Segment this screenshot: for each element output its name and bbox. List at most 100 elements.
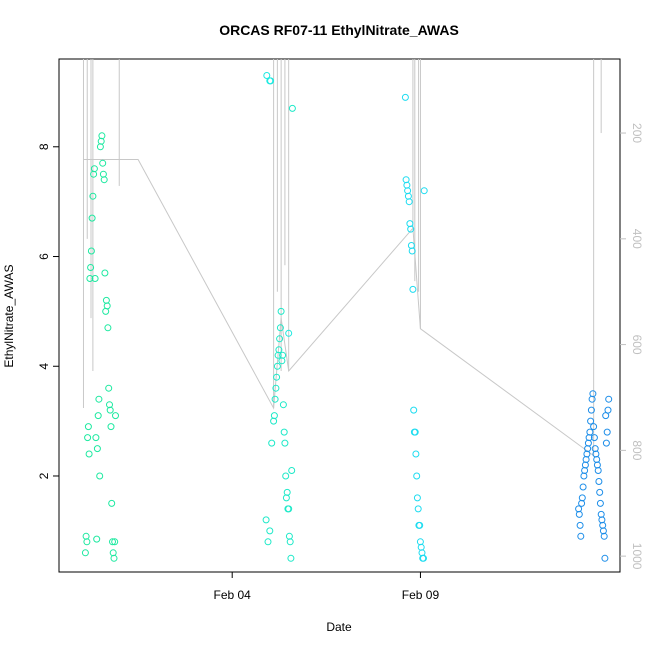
- data-point: [590, 434, 598, 442]
- data-point: [106, 401, 113, 409]
- data-point: [95, 395, 103, 403]
- x-tick-label: Feb 09: [402, 588, 440, 602]
- data-point: [412, 450, 420, 458]
- data-point: [285, 505, 293, 513]
- data-point: [87, 264, 95, 271]
- data-point: [101, 269, 109, 277]
- data-point: [587, 406, 595, 414]
- data-point: [89, 192, 97, 200]
- data-point: [276, 335, 284, 343]
- data-point: [262, 516, 270, 524]
- data-point: [264, 538, 272, 546]
- data-point: [602, 439, 610, 447]
- data-point: [596, 488, 604, 496]
- data-point: [277, 307, 285, 315]
- data-point: [84, 423, 92, 431]
- y2-tick-label: 400: [630, 229, 644, 249]
- data-point: [578, 494, 586, 502]
- scatter-points-layer: [81, 72, 613, 562]
- data-point: [90, 165, 98, 173]
- data-point: [275, 346, 283, 354]
- data-point: [409, 285, 417, 293]
- y-tick-label: 8: [37, 143, 51, 150]
- y-axis-label: EthylNitrate_AWAS: [2, 264, 16, 367]
- data-point: [263, 72, 271, 79]
- data-point: [579, 483, 587, 491]
- data-point: [279, 351, 287, 359]
- data-point: [92, 434, 100, 442]
- data-point: [272, 384, 280, 392]
- data-point: [84, 434, 92, 442]
- data-point: [109, 538, 116, 546]
- data-point: [575, 510, 583, 518]
- data-point: [267, 77, 275, 85]
- plot-frame: [58, 58, 621, 573]
- data-point: [107, 423, 115, 431]
- data-point: [88, 214, 96, 222]
- data-point: [100, 176, 108, 184]
- data-point: [603, 428, 611, 436]
- data-point: [586, 428, 594, 436]
- data-point: [280, 428, 288, 436]
- data-point: [268, 439, 276, 447]
- data-point: [408, 247, 416, 255]
- data-point: [413, 472, 421, 480]
- data-point: [266, 527, 274, 535]
- data-point: [589, 390, 597, 398]
- data-point: [83, 538, 91, 546]
- data-point: [287, 554, 295, 562]
- secondary-y-axis: 200 400 600 800 1000: [620, 123, 644, 570]
- data-point: [108, 499, 116, 507]
- data-point: [282, 472, 290, 480]
- data-point: [420, 187, 428, 195]
- data-point: [577, 532, 585, 540]
- secondary-series-layer: [82, 59, 602, 457]
- data-point: [283, 488, 291, 496]
- data-point: [103, 302, 111, 310]
- secondary-trend-line: [83, 159, 594, 457]
- y2-tick-label: 200: [630, 123, 644, 143]
- data-point: [407, 225, 415, 233]
- data-point: [276, 324, 284, 332]
- data-point: [286, 538, 294, 546]
- data-point: [591, 445, 599, 453]
- x-axis: Feb 04 Feb 09: [214, 572, 440, 602]
- data-point: [279, 401, 287, 409]
- chart-title: ORCAS RF07-11 EthylNitrate_AWAS: [219, 22, 459, 38]
- data-point: [271, 395, 279, 403]
- data-point: [87, 247, 95, 255]
- data-point: [288, 467, 296, 474]
- y2-tick-label: 800: [630, 440, 644, 460]
- data-point: [112, 412, 119, 420]
- data-point: [86, 275, 94, 282]
- x-tick-label: Feb 04: [214, 588, 252, 602]
- data-point: [576, 521, 584, 529]
- data-point: [416, 521, 424, 529]
- data-point: [273, 373, 281, 381]
- data-point: [600, 532, 608, 540]
- y-tick-label: 2: [37, 472, 51, 479]
- data-point: [104, 324, 112, 332]
- data-point: [81, 549, 89, 557]
- data-point: [288, 104, 296, 112]
- data-point: [596, 499, 604, 507]
- data-point: [411, 428, 419, 436]
- data-point: [85, 450, 93, 458]
- data-point: [587, 417, 595, 425]
- data-point: [93, 445, 101, 453]
- x-axis-label: Date: [326, 620, 352, 634]
- data-point: [98, 132, 106, 140]
- data-point: [413, 494, 421, 502]
- data-point: [273, 362, 281, 370]
- data-point: [106, 406, 114, 414]
- data-point: [281, 439, 289, 447]
- data-point: [93, 535, 101, 543]
- data-point: [99, 159, 107, 167]
- y2-tick-label: 1000: [630, 543, 644, 570]
- data-point: [590, 423, 598, 431]
- data-point: [270, 412, 278, 420]
- y-tick-label: 4: [37, 363, 51, 370]
- data-point: [401, 93, 409, 101]
- data-point: [420, 554, 427, 562]
